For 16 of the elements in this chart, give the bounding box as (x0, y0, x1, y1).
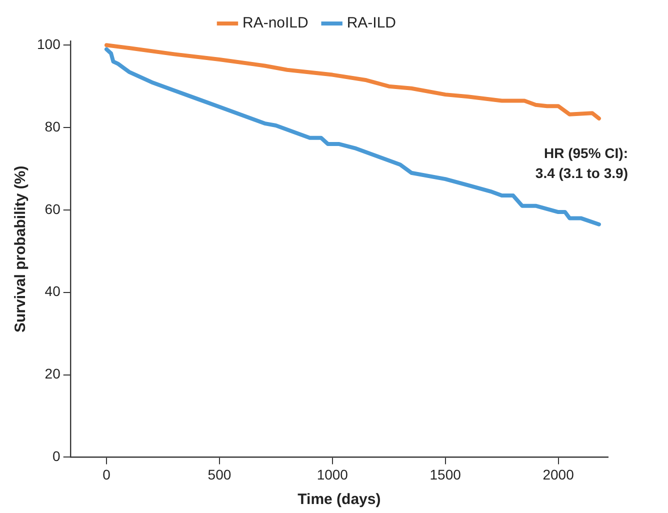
x-tick-label: 1000 (316, 466, 348, 482)
y-tick-label: 0 (52, 448, 61, 464)
x-tick-label: 1500 (430, 466, 462, 482)
y-tick-label: 100 (37, 36, 61, 52)
x-axis-title: Time (days) (298, 491, 381, 508)
y-tick-label: 80 (44, 118, 61, 134)
x-tick-label: 2000 (542, 466, 574, 482)
y-axis-title: Survival probability (%) (12, 166, 30, 332)
y-tick-label: 60 (44, 200, 61, 217)
x-tick-label: 500 (208, 466, 232, 482)
y-tick-label: 20 (44, 366, 61, 382)
annotation: HR (95% CI): 3.4 (3.1 to 3.9) (535, 144, 628, 183)
legend-label: RA-ILD (346, 14, 396, 32)
x-tick-label: 0 (102, 466, 111, 482)
y-tick-label: 40 (44, 283, 61, 300)
legend-label: RA-noILD (242, 14, 309, 32)
